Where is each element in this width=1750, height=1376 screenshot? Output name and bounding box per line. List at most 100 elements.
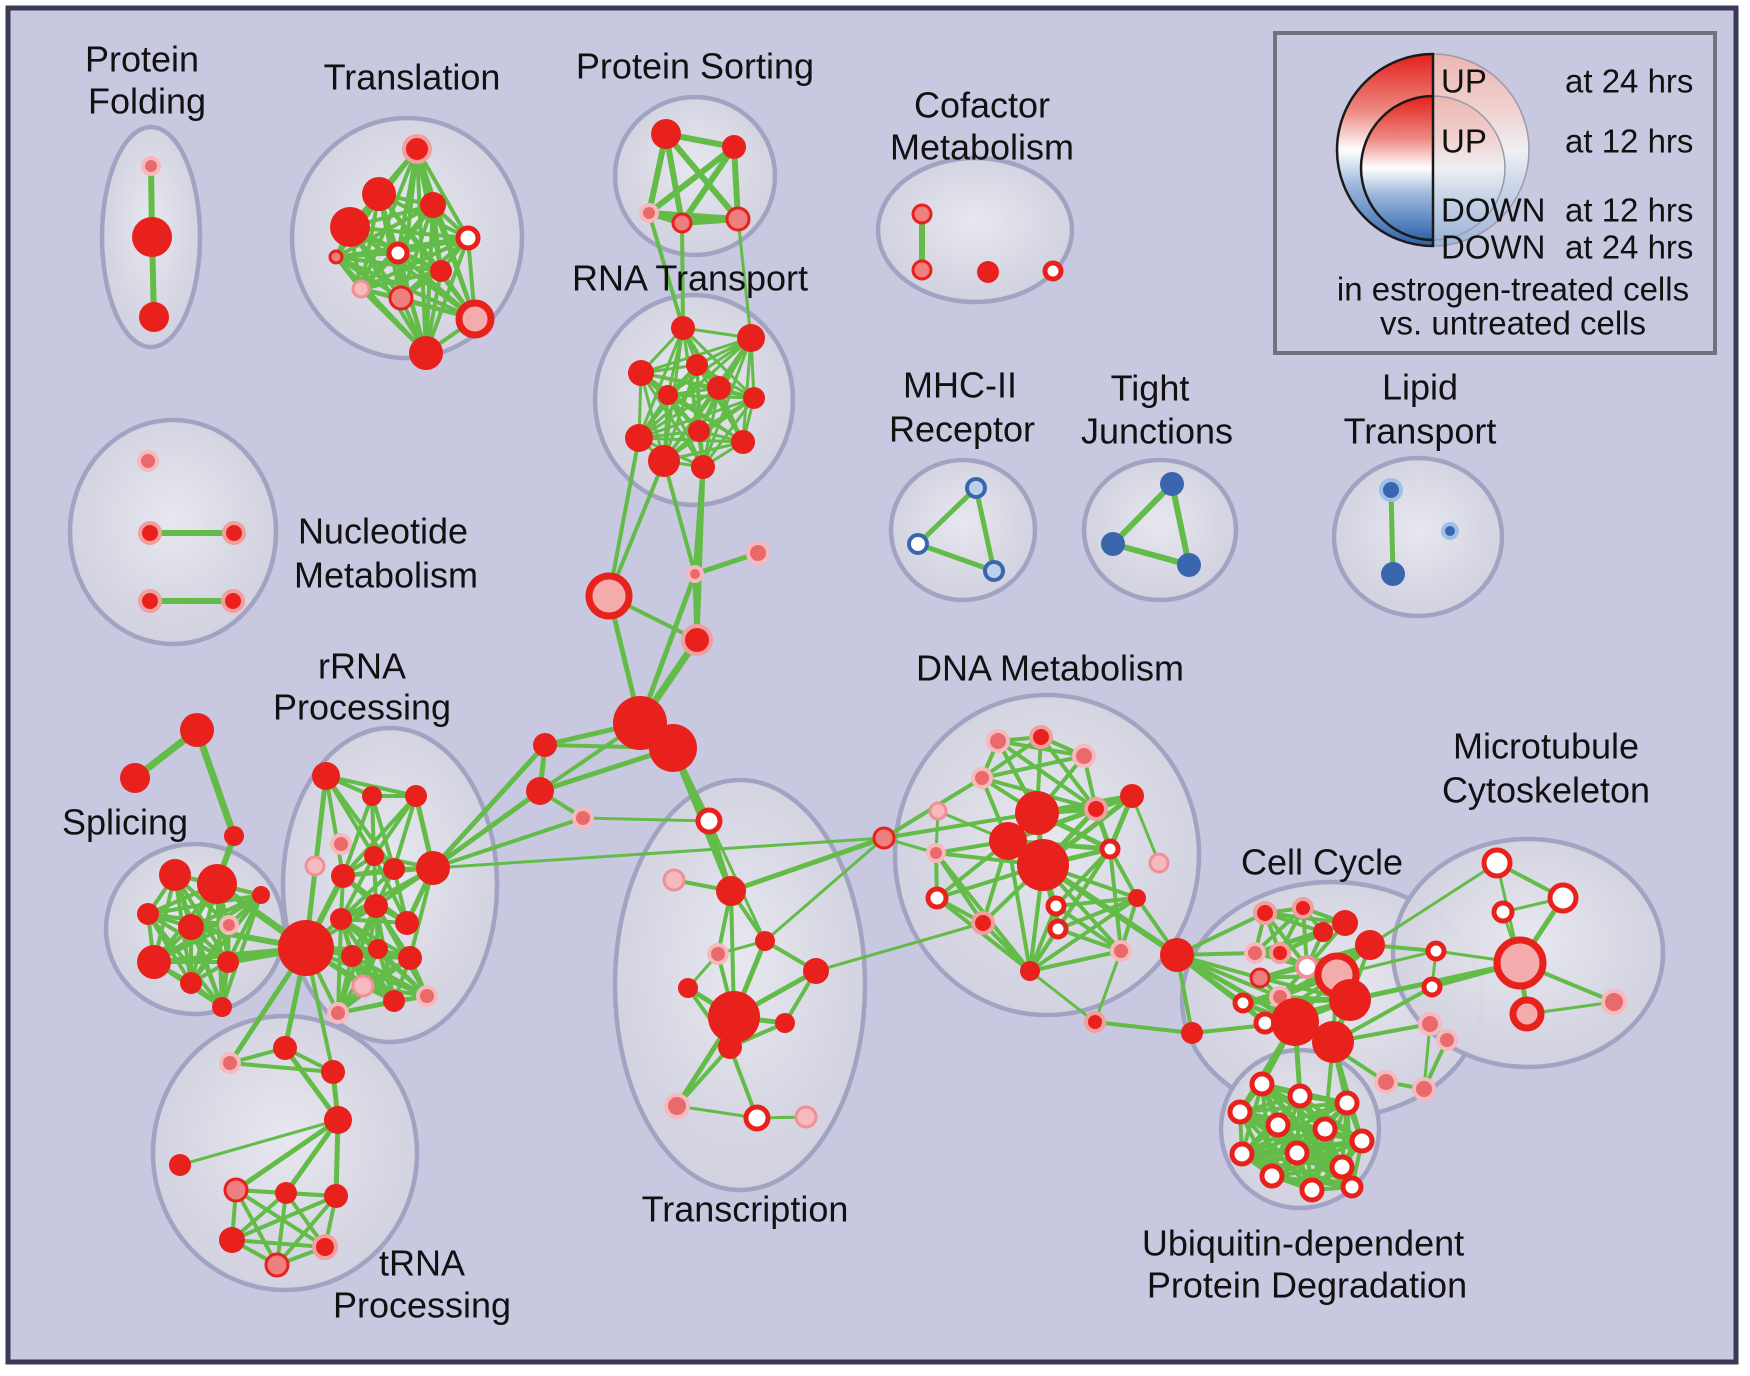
network-bridge-edge	[662, 459, 697, 576]
network-node-translation	[455, 299, 495, 339]
network-edge-tight	[1169, 481, 1192, 568]
network-node-splicing	[137, 945, 171, 979]
network-node-trna	[273, 1036, 297, 1060]
network-node-trna	[275, 1182, 297, 1204]
network-node-rrna	[362, 786, 382, 806]
network-node-free	[224, 826, 244, 846]
cluster-ellipse-tight	[1081, 457, 1239, 603]
network-node-free	[681, 624, 713, 656]
legend-direction-label-0: UP	[1441, 63, 1487, 100]
network-node-rnaTransport	[743, 387, 765, 409]
network-edge-proteinSorting	[679, 144, 737, 226]
network-node-ubiq	[1287, 1083, 1313, 1109]
network-node-ubiq	[1229, 1141, 1255, 1167]
network-node-cellcycle	[1271, 998, 1319, 1046]
network-node-cofactor	[1042, 260, 1064, 282]
network-node-cellcycle	[1295, 955, 1319, 979]
network-node-trna	[321, 1060, 345, 1084]
network-node-splicing	[252, 886, 270, 904]
network-node-lipid	[1381, 562, 1405, 586]
cluster-ellipse-mhc	[888, 457, 1038, 603]
network-node-rnaTransport	[688, 420, 710, 442]
cluster-label-lipid: Lipid	[1382, 367, 1458, 408]
cluster-label-mhc: Receptor	[889, 409, 1035, 450]
network-node-dnamet	[1148, 852, 1170, 874]
network-node-dnamet	[925, 886, 949, 910]
network-edge-trna	[233, 1117, 341, 1193]
network-edge-trna	[283, 1117, 341, 1196]
network-node-rnaTransport	[625, 424, 653, 452]
network-edge-dnamet	[1056, 896, 1139, 931]
network-node-rrna	[341, 945, 363, 967]
network-node-translation	[420, 192, 446, 218]
network-node-nucleotide	[222, 521, 246, 545]
network-edge-translation	[334, 255, 443, 273]
network-node-rrna	[364, 846, 384, 866]
network-node-lipid	[1379, 478, 1403, 502]
network-edge-translation	[334, 255, 428, 355]
cluster-label-rrna: rRNA	[318, 646, 406, 687]
network-node-translation	[351, 279, 371, 299]
network-node-translation	[386, 241, 410, 265]
network-edge-translation	[359, 236, 470, 291]
network-edge-mhc	[973, 485, 997, 574]
cluster-label-mhc: MHC-II	[903, 365, 1017, 406]
cluster-label-transcription: Transcription	[642, 1189, 849, 1230]
legend-note-line-0: in estrogen-treated cells	[1337, 271, 1689, 308]
network-node-dnamet	[989, 822, 1027, 860]
legend-direction-label-1: UP	[1441, 123, 1487, 160]
network-node-free	[526, 777, 554, 805]
network-node-trna	[312, 1234, 338, 1260]
network-edge-translation	[415, 147, 470, 240]
network-node-cellcycle	[1332, 910, 1358, 936]
network-node-dnamet	[1029, 725, 1053, 749]
network-edge-dnamet	[1028, 949, 1123, 973]
network-node-ubiq	[1329, 1154, 1355, 1180]
network-node-splicing	[197, 864, 237, 904]
network-node-cellcycle	[1355, 930, 1385, 960]
network-bridge-edge	[680, 221, 685, 330]
network-node-cellcycle	[1269, 942, 1291, 964]
network-node-trna	[324, 1184, 348, 1208]
cluster-label-rnaTransport: RNA Transport	[572, 258, 808, 299]
network-edge-trna	[282, 1045, 341, 1123]
network-bridge-edge	[581, 816, 711, 823]
network-node-rnaTransport	[707, 376, 731, 400]
cluster-label-micro: Cytoskeleton	[1442, 770, 1650, 811]
network-node-translation	[430, 260, 452, 282]
network-node-proteinSorting	[651, 119, 681, 149]
network-node-transcription	[743, 1104, 771, 1132]
network-node-splicing	[180, 972, 202, 994]
network-node-free	[180, 713, 214, 747]
network-bridge-edge	[431, 816, 585, 870]
network-node-translation	[328, 249, 344, 265]
network-node-rrna	[330, 833, 352, 855]
network-bridge-edge	[607, 436, 641, 598]
network-node-micro	[1491, 900, 1515, 924]
network-node-transcription	[775, 1013, 795, 1033]
cluster-label-tight: Tight	[1111, 368, 1190, 409]
network-edge-rrna	[341, 794, 374, 878]
network-node-proteinFolding	[139, 302, 169, 332]
network-edge-rnaTransport	[637, 436, 745, 444]
network-edge-rrna	[324, 774, 345, 878]
network-edge-dnamet	[1093, 949, 1123, 1024]
network-bridge-edge	[607, 459, 666, 598]
network-node-dnamet	[1128, 889, 1146, 907]
network-node-splicing	[159, 859, 191, 891]
network-bridge-edge	[882, 811, 1039, 840]
network-edge-trna	[228, 1061, 335, 1074]
network-node-ubiq	[1349, 1128, 1375, 1154]
network-node-rrna	[383, 858, 405, 880]
network-edge-rrna	[370, 794, 376, 858]
cluster-label-trna: tRNA	[379, 1243, 465, 1284]
network-edge-rnaTransport	[695, 363, 745, 444]
network-node-cellcycle	[1160, 938, 1194, 972]
network-node-rrna	[398, 946, 422, 970]
network-edge-rrna	[324, 774, 418, 798]
network-node-micro	[1547, 882, 1579, 914]
network-edge-ubiq	[1240, 1127, 1327, 1156]
network-node-nucleotide	[138, 521, 162, 545]
network-node-transcription	[794, 1105, 818, 1129]
network-node-rnaTransport	[737, 324, 765, 352]
